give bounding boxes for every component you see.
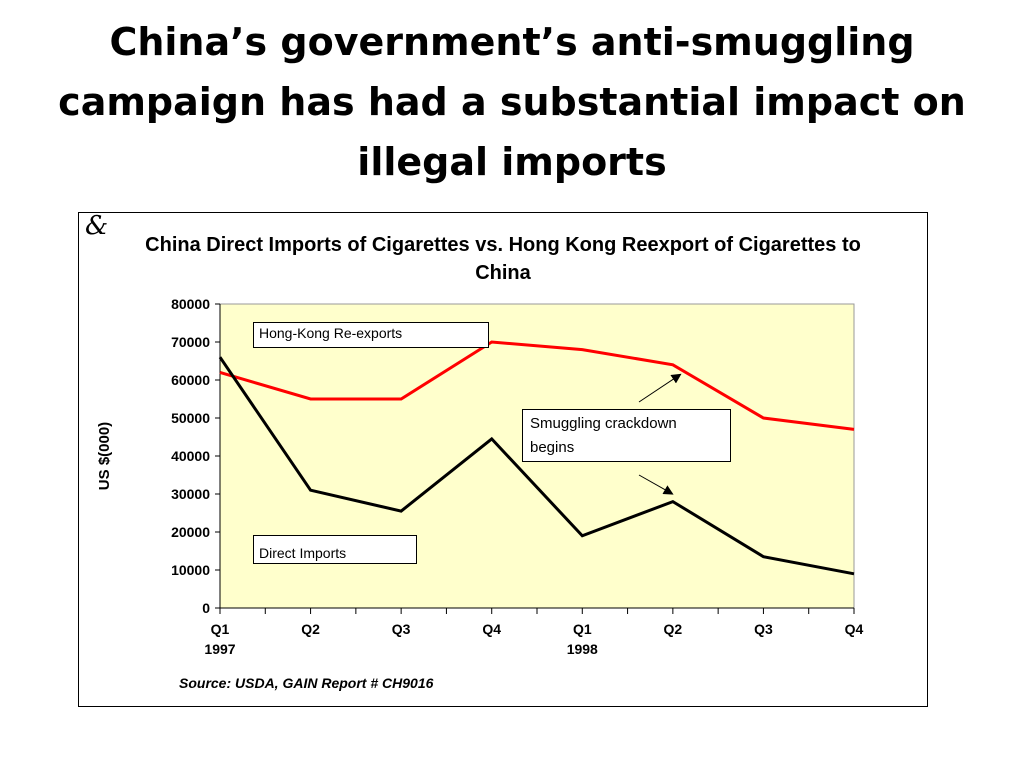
y-tick-label: 40000 — [171, 448, 210, 464]
y-tick-label: 60000 — [171, 372, 210, 388]
direct-imports-series-label-text: Direct Imports — [259, 545, 347, 561]
y-tick-label: 50000 — [171, 410, 210, 426]
corner-ampersand-mark: & — [85, 211, 109, 241]
y-tick-label: 0 — [202, 600, 210, 616]
crackdown-annotation-box: Smuggling crackdown begins — [522, 409, 731, 462]
year-label: 1997 — [204, 641, 235, 657]
x-tick-label: Q1 — [211, 621, 230, 637]
chart-title: China Direct Imports of Cigarettes vs. H… — [145, 234, 861, 284]
x-tick-label: Q2 — [664, 621, 683, 637]
x-tick-label: Q1 — [573, 621, 592, 637]
hong-kong-series-label-text: Hong-Kong Re-exports — [259, 325, 403, 341]
arrow-to-hong-kong-line — [638, 373, 682, 403]
direct-imports-line — [218, 356, 855, 576]
chart-source: Source: USDA, GAIN Report # CH9016 — [179, 675, 434, 691]
y-tick-label: 70000 — [171, 334, 210, 350]
y-axis-label: US $(000) — [96, 422, 113, 490]
line-chart: 0 10000 20000 30000 40000 50000 60000 70000 8000… — [96, 296, 864, 657]
direct-imports-series-label: Direct Imports — [253, 535, 417, 564]
x-tick-label: Q2 — [301, 621, 320, 637]
y-tick-label: 30000 — [171, 486, 210, 502]
x-tick-label: Q4 — [482, 621, 501, 637]
hong-kong-series-label: Hong-Kong Re-exports — [253, 322, 489, 348]
chart-frame: & China Direct Imports of Cigarettes vs.… — [78, 211, 928, 707]
slide-title: China’s government’s anti-smuggling camp… — [58, 20, 966, 184]
crackdown-annotation-text: Smuggling crackdown begins — [530, 415, 677, 456]
y-tick-label: 10000 — [171, 562, 210, 578]
x-tick-label: Q3 — [754, 621, 773, 637]
y-tick-label: 20000 — [171, 524, 210, 540]
x-tick-label: Q4 — [845, 621, 864, 637]
y-tick-label: 80000 — [171, 296, 210, 312]
arrow-to-direct-imports-line — [638, 474, 674, 495]
x-tick-label: Q3 — [392, 621, 411, 637]
year-label: 1998 — [567, 641, 598, 657]
hong-kong-reexports-line — [219, 340, 855, 431]
